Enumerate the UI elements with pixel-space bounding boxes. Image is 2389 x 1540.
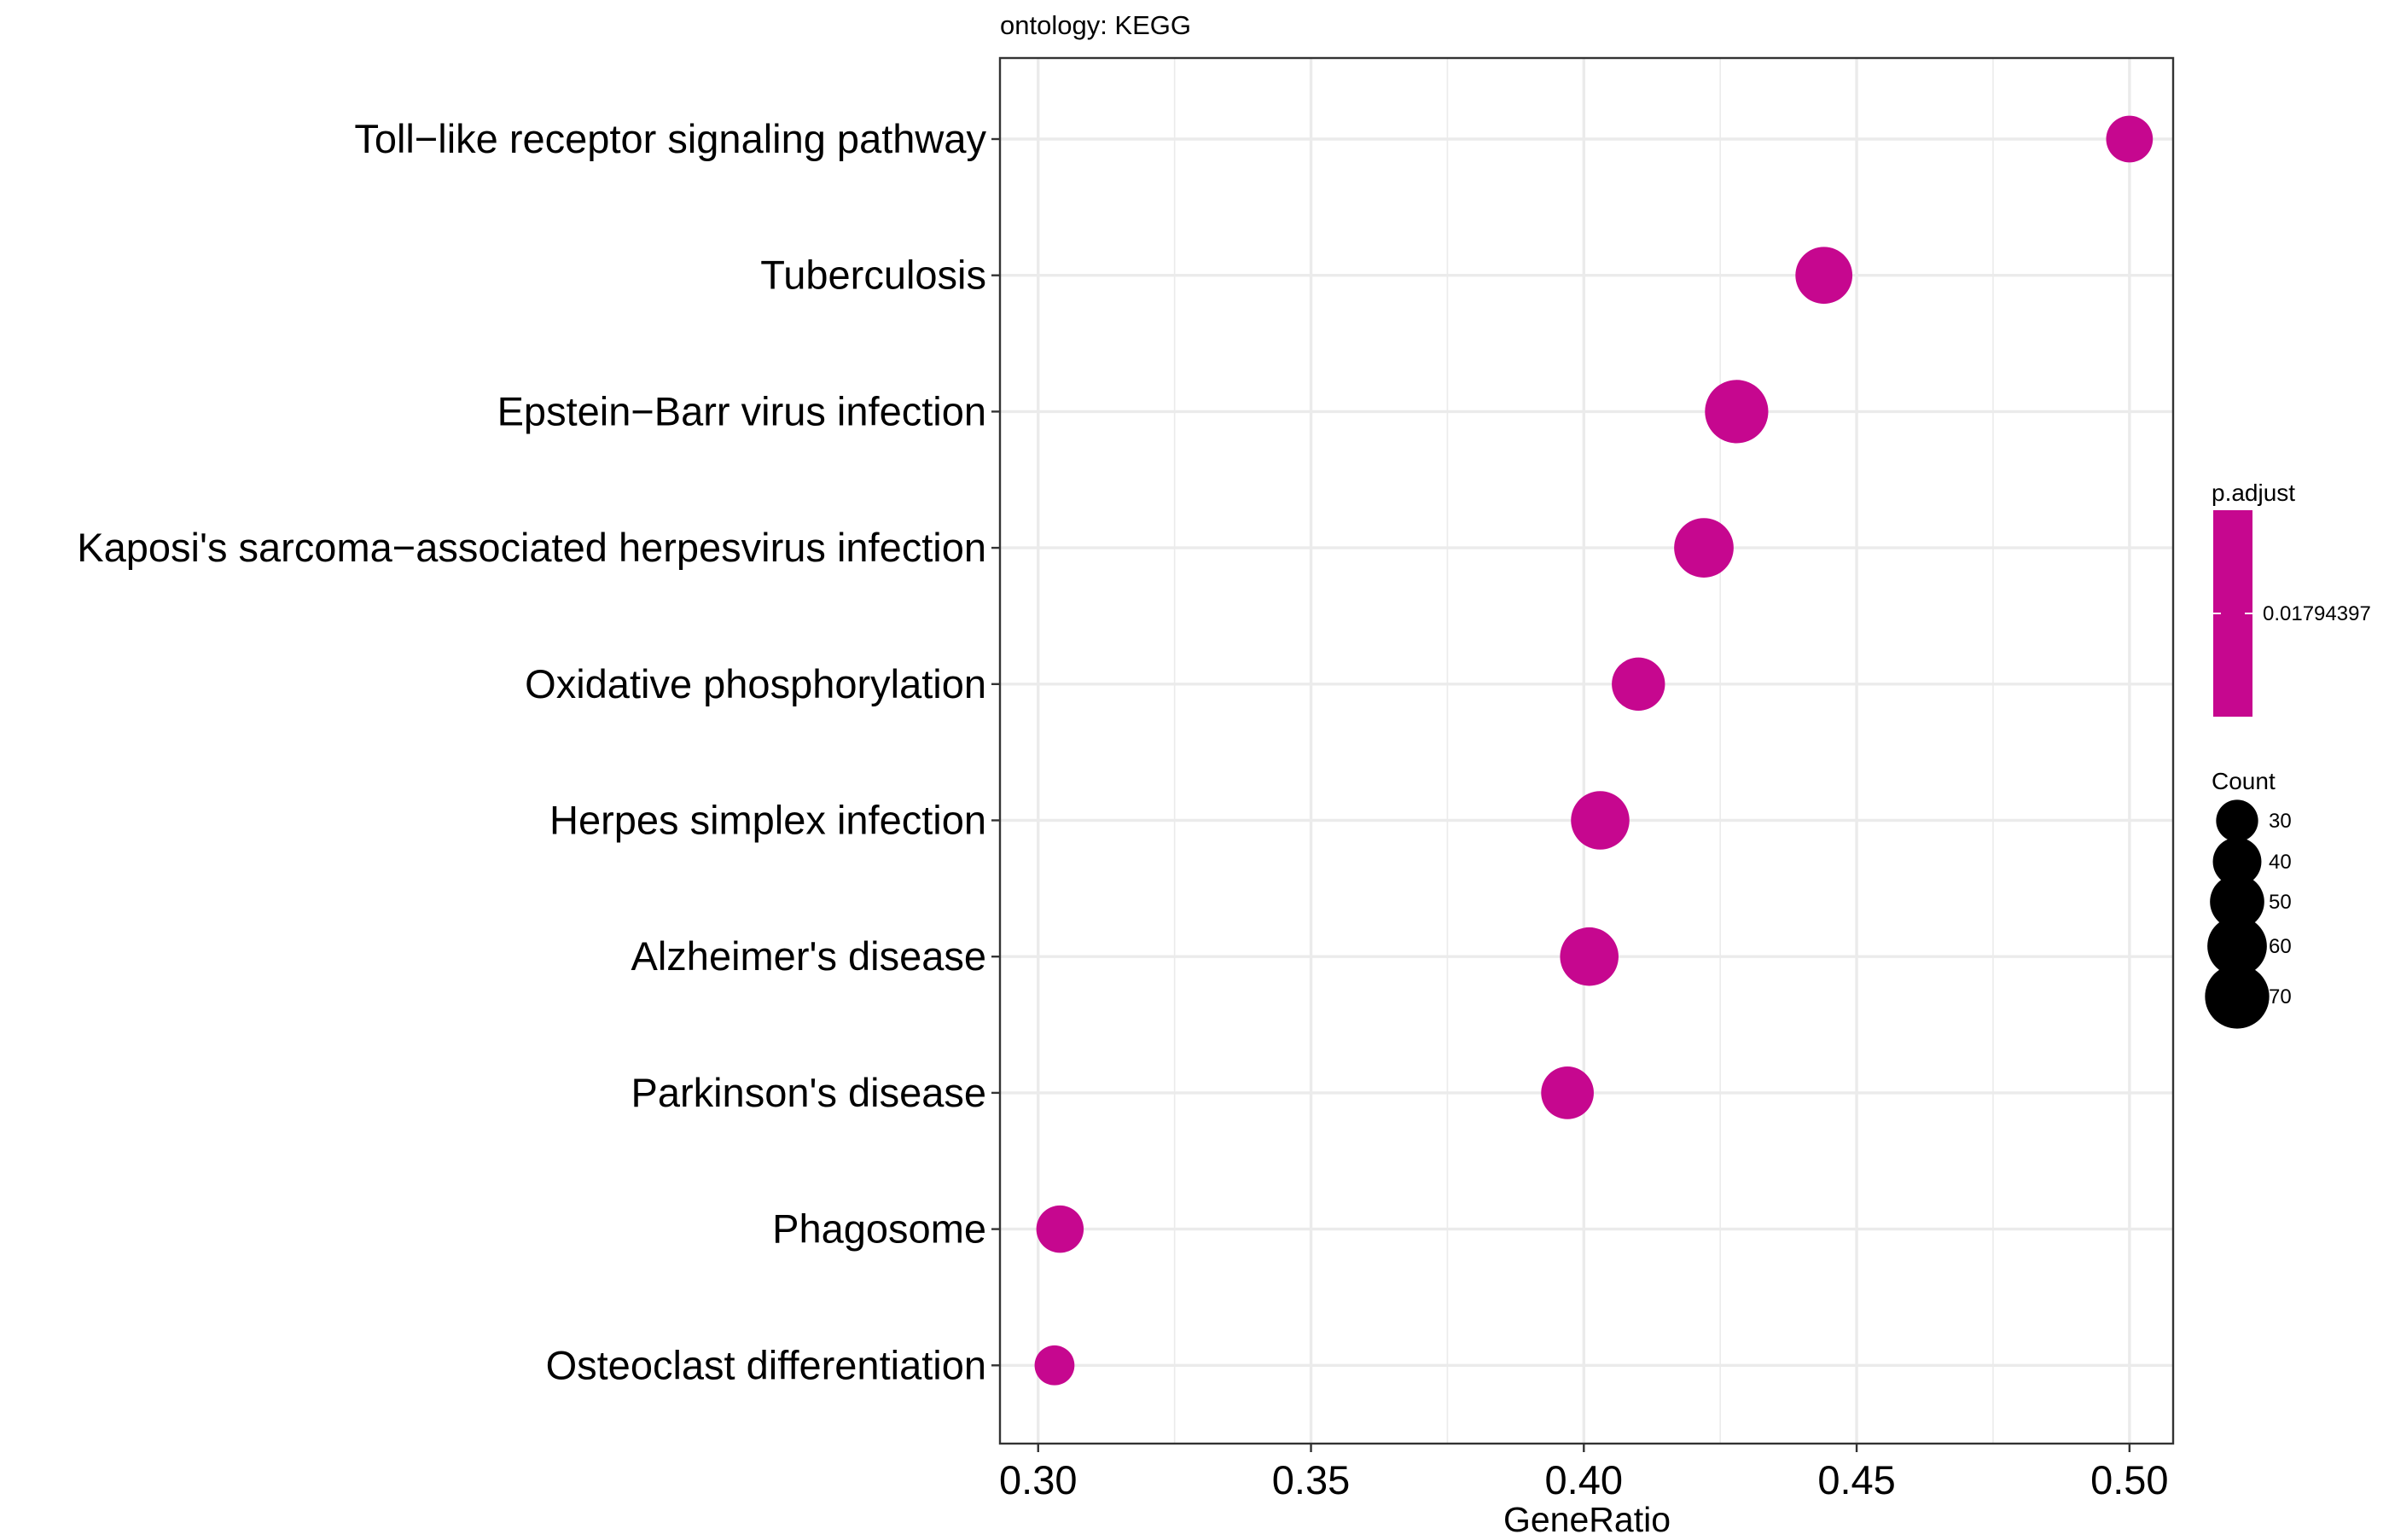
size-legend-dot-1: [2212, 837, 2262, 886]
size-legend-dot-4: [2205, 964, 2270, 1029]
x-tick-label-4: 0.50: [2090, 1457, 2168, 1502]
size-legend-title: Count: [2212, 768, 2276, 794]
size-legend-label-3: 60: [2269, 935, 2292, 958]
point-4: [1612, 657, 1665, 711]
y-tick-label-2: Epstein−Barr virus infection: [497, 388, 986, 433]
plot-panel-border: [998, 56, 2175, 1445]
y-tick-label-0: Toll−like receptor signaling pathway: [354, 116, 986, 161]
point-7: [1541, 1066, 1594, 1119]
size-legend-label-4: 70: [2269, 985, 2292, 1008]
color-legend-title: p.adjust: [2212, 479, 2295, 506]
x-tick-label-3: 0.45: [1817, 1457, 1895, 1502]
size-legend-label-1: 40: [2269, 851, 2292, 874]
x-tick-label-0: 0.30: [999, 1457, 1077, 1502]
y-tick-label-7: Parkinson's disease: [631, 1070, 986, 1115]
point-9: [1034, 1345, 1075, 1386]
x-axis-title: GeneRatio: [1503, 1500, 1671, 1536]
y-tick-label-8: Phagosome: [772, 1206, 986, 1252]
point-1: [1795, 247, 1853, 305]
size-legend-dot-2: [2210, 875, 2264, 929]
size-legend: Count 30 40 50 60 70: [2205, 768, 2292, 1029]
points: [1034, 115, 2154, 1386]
y-axis: Toll−like receptor signaling pathway Tube…: [77, 116, 1000, 1387]
size-legend-label-2: 50: [2269, 891, 2292, 914]
chart-title: ontology: KEGG: [1000, 10, 1191, 40]
grid-minor: [1173, 58, 1994, 1444]
point-6: [1560, 927, 1619, 986]
y-tick-label-6: Alzheimer's disease: [631, 933, 986, 979]
y-tick-label-4: Oxidative phosphorylation: [525, 661, 986, 706]
x-tick-label-2: 0.40: [1545, 1457, 1623, 1502]
y-tick-label-5: Herpes simplex infection: [549, 798, 986, 843]
grid-major-x: [1037, 58, 2131, 1444]
point-0: [2106, 115, 2154, 163]
point-3: [1674, 518, 1734, 578]
y-tick-label-9: Osteoclast differentiation: [546, 1342, 986, 1387]
y-tick-label-3: Kaposi's sarcoma−associated herpesvirus …: [77, 525, 986, 570]
size-legend-items: 30 40 50 60 70: [2205, 799, 2292, 1029]
size-legend-dot-3: [2207, 916, 2267, 976]
point-8: [1036, 1205, 1084, 1253]
size-legend-dot-0: [2216, 799, 2258, 842]
y-tick-label-1: Tuberculosis: [760, 253, 986, 298]
size-legend-label-0: 30: [2269, 810, 2292, 833]
x-tick-label-1: 0.35: [1272, 1457, 1350, 1502]
color-legend-label: 0.01794397: [2263, 602, 2371, 625]
point-2: [1705, 380, 1769, 444]
x-axis: 0.30 0.35 0.40 0.45 0.50: [999, 1444, 2169, 1502]
color-legend: p.adjust 0.01794397: [2212, 479, 2371, 717]
point-5: [1571, 791, 1630, 850]
